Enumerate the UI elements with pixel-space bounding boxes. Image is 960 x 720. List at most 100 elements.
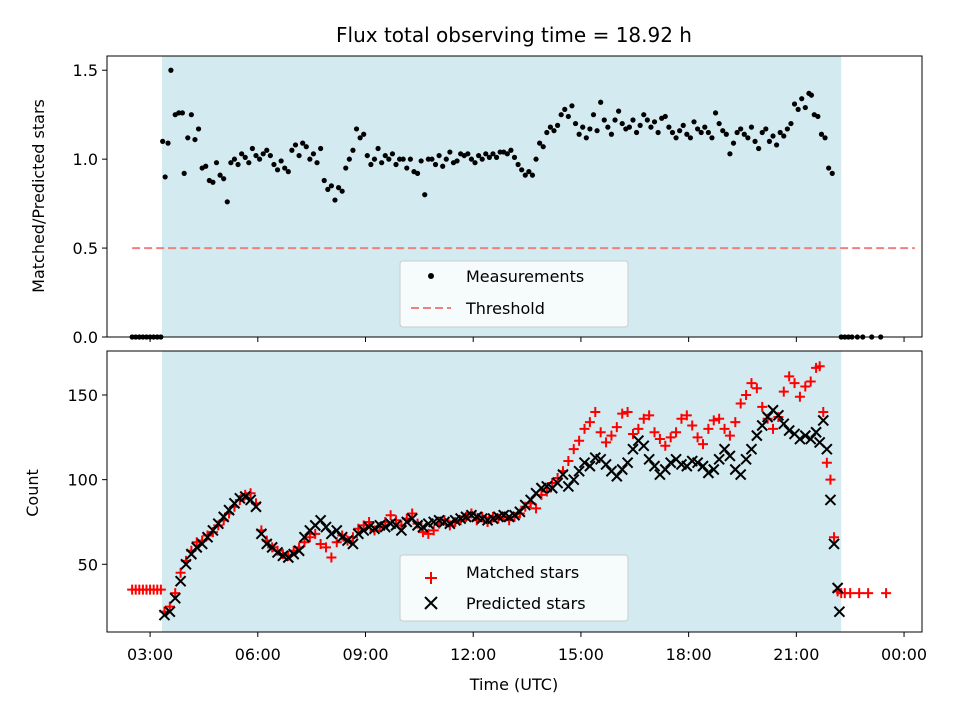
predicted-stars-point: [783, 424, 795, 437]
matched-stars-point: [805, 376, 816, 387]
bottom-axes-frame: [106, 350, 923, 633]
measurement-point: [217, 172, 223, 178]
measurement-point: [544, 129, 550, 136]
predicted-stars-point: [379, 521, 391, 533]
measurement-point: [799, 96, 805, 102]
matched-stars-point: [164, 601, 175, 612]
predicted-stars-point: [158, 609, 171, 621]
measurement-point: [576, 131, 582, 137]
measurement-point: [285, 169, 291, 175]
matched-stars-point: [649, 427, 660, 438]
measurement-point: [554, 122, 561, 128]
predicted-stars-point: [828, 538, 840, 550]
measurement-point: [791, 101, 798, 107]
bottom-legend-box: [399, 554, 629, 622]
x-tick-label: 15:00: [558, 645, 604, 664]
predicted-stars-point: [821, 443, 833, 455]
measurement-point: [763, 126, 769, 132]
predicted-stars-point: [638, 440, 650, 452]
predicted-stars-point: [395, 524, 408, 537]
measurement-point: [756, 145, 762, 152]
legend-measurements-label: Measurements: [466, 267, 584, 286]
measurement-point: [436, 152, 442, 159]
measurement-point: [414, 170, 421, 176]
measurement-point: [300, 140, 306, 146]
measurement-point: [486, 154, 492, 160]
measurement-point: [616, 108, 622, 114]
measurement-point: [748, 124, 755, 130]
measurement-point: [802, 104, 808, 111]
measurement-point: [705, 129, 711, 136]
measurement-point: [256, 156, 263, 162]
matched-stars-point: [627, 428, 638, 439]
matched-stars-point: [818, 406, 829, 417]
measurement-point: [562, 106, 568, 112]
matched-stars-point: [773, 412, 784, 423]
measurement-point: [687, 135, 694, 141]
matched-stars-point: [175, 567, 186, 578]
measurement-point: [709, 135, 715, 141]
measurement-point: [235, 161, 241, 168]
matched-stars-point: [654, 434, 665, 445]
matched-stars-point: [531, 503, 542, 514]
measurement-point: [788, 120, 794, 127]
bottom-legend: Matched stars Predicted stars: [399, 554, 629, 622]
matched-stars-point: [304, 532, 315, 543]
predicted-stars-point: [551, 477, 564, 489]
matched-stars-point: [676, 413, 687, 424]
measurement-point: [346, 156, 352, 162]
matched-stars-point: [821, 457, 832, 468]
predicted-stars-point: [417, 521, 429, 533]
predicted-stars-point: [702, 467, 715, 479]
measurement-point: [386, 156, 392, 162]
measurement-point: [267, 152, 273, 159]
matched-stars-point: [633, 423, 644, 434]
matched-stars-point: [703, 423, 714, 434]
measurement-point: [282, 165, 288, 171]
measurement-point: [253, 152, 259, 159]
measurement-point: [766, 138, 773, 144]
measurement-point: [224, 199, 230, 205]
predicted-stars-point: [293, 545, 305, 557]
measurement-point: [475, 152, 482, 159]
measurement-point: [795, 106, 801, 112]
measurement-point: [454, 158, 460, 164]
predicted-stars-point: [568, 473, 580, 486]
matched-stars-point: [574, 435, 585, 446]
measurement-point: [619, 120, 625, 127]
matched-stars-point: [638, 413, 649, 424]
x-tick-label: 03:00: [127, 645, 173, 664]
matched-stars-point: [784, 371, 795, 382]
measurement-point: [264, 147, 270, 153]
measurement-point: [587, 126, 593, 132]
measurement-point: [684, 131, 690, 137]
measurement-point: [379, 160, 385, 166]
predicted-stars-point: [817, 414, 829, 427]
measurement-point: [605, 124, 611, 130]
matched-stars-point: [170, 588, 181, 599]
measurement-point: [540, 144, 546, 150]
predicted-stars-point: [444, 517, 456, 530]
top-y-axis-label: Matched/Predicted stars: [29, 99, 48, 293]
measurement-point: [572, 120, 579, 127]
predicted-stars-point: [169, 592, 181, 604]
matched-stars-point: [423, 528, 434, 539]
measurement-point: [350, 147, 356, 153]
top-y-tick-label: 0.0: [73, 328, 98, 347]
measurement-point: [777, 129, 783, 136]
measurement-point: [447, 149, 453, 155]
predicted-stars-point: [627, 443, 639, 455]
predicted-stars-point: [810, 426, 822, 438]
measurement-point: [608, 131, 615, 137]
measurement-point: [612, 117, 618, 123]
measurement-point: [741, 131, 747, 137]
measurement-point: [318, 145, 324, 152]
matched-stars-point: [708, 415, 719, 426]
matched-stars-point: [606, 430, 617, 441]
predicted-stars-point: [271, 546, 284, 559]
measurement-point: [490, 151, 496, 157]
measurement-point: [637, 122, 643, 128]
matched-stars-point: [584, 417, 595, 428]
predicted-stars-point: [724, 450, 736, 462]
